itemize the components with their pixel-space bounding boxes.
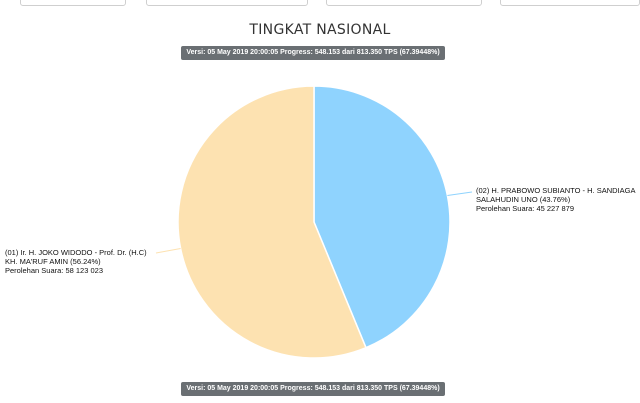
slice-label-01-line-1: (01) Ir. H. JOKO WIDODO - Prof. Dr. (H.C… xyxy=(5,248,147,257)
label-connector-02 xyxy=(447,191,473,196)
pie-slice-02[interactable] xyxy=(313,85,451,349)
slice-label-01: (01) Ir. H. JOKO WIDODO - Prof. Dr. (H.C… xyxy=(5,248,147,275)
slice-label-02-line-2: SALAHUDIN UNO (43.76%) xyxy=(476,195,571,204)
slice-label-01-line-2: KH. MA'RUF AMIN (56.24%) xyxy=(5,257,101,266)
version-badge-top: Versi: 05 May 2019 20:00:05 Progress: 54… xyxy=(181,46,445,60)
top-filter-control-2[interactable] xyxy=(146,0,308,6)
slice-label-01-line-3: Perolehan Suara: 58 123 023 xyxy=(5,266,103,275)
top-filter-control-1[interactable] xyxy=(20,0,126,6)
pie-slice-01[interactable] xyxy=(177,85,367,359)
label-connector-01 xyxy=(155,248,181,254)
slice-label-02-line-3: Perolehan Suara: 45 227 879 xyxy=(476,204,574,213)
chart-title: TINGKAT NASIONAL xyxy=(249,22,391,38)
version-badge-bottom: Versi: 05 May 2019 20:00:05 Progress: 54… xyxy=(181,382,445,396)
slice-label-02-line-1: (02) H. PRABOWO SUBIANTO - H. SANDIAGA xyxy=(476,186,636,195)
slice-label-02: (02) H. PRABOWO SUBIANTO - H. SANDIAGA S… xyxy=(476,186,635,213)
top-filter-control-3[interactable] xyxy=(326,0,482,6)
